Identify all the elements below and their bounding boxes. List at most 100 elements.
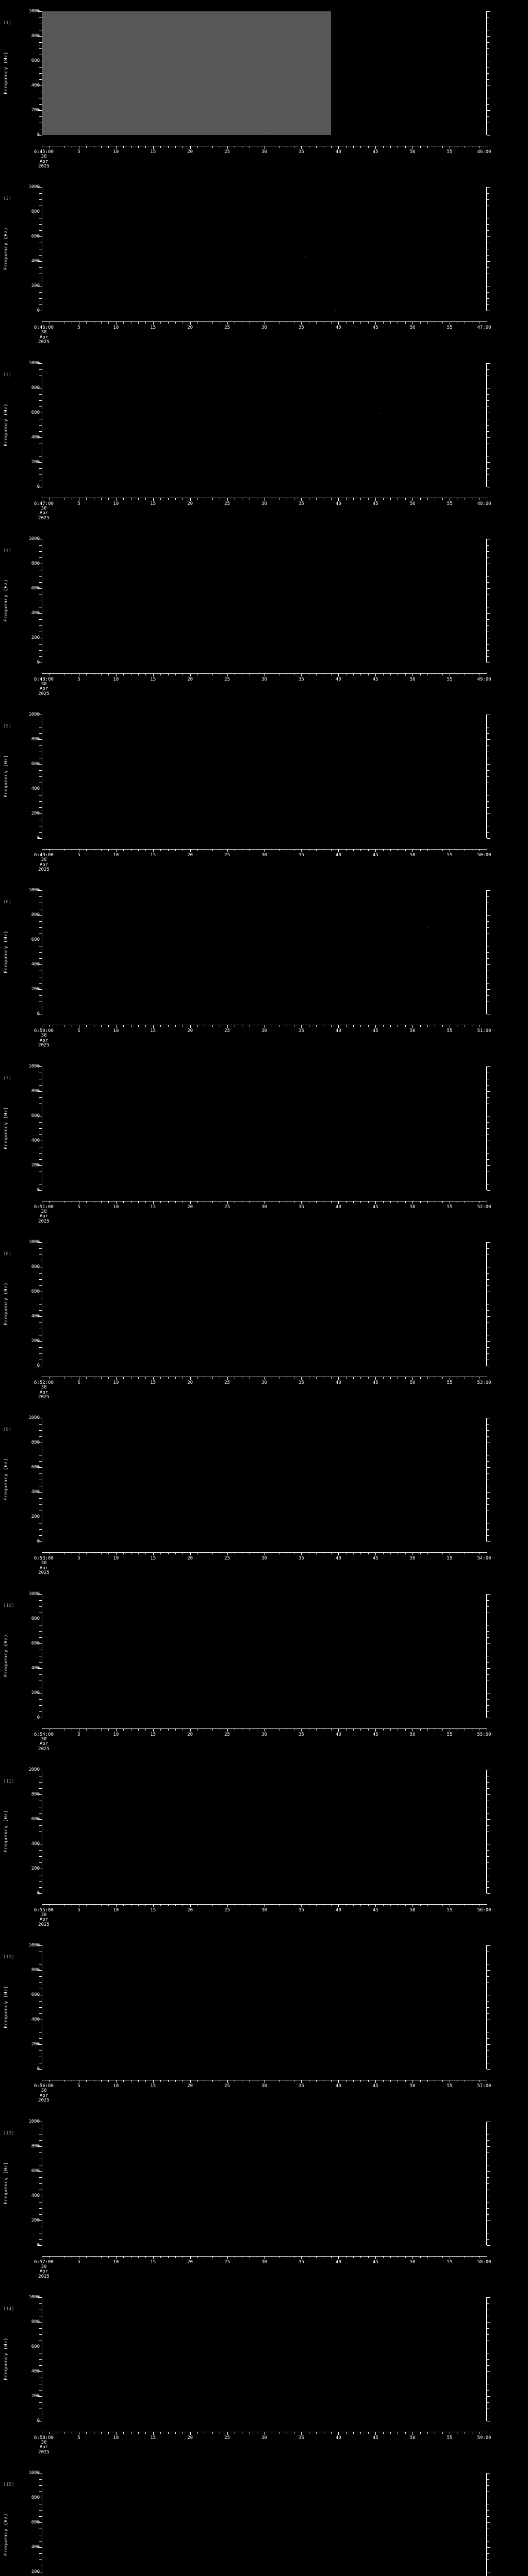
- x-axis-tick-label: 30: [261, 1907, 267, 1913]
- x-axis-minor-tick: [420, 2080, 421, 2082]
- y-axis-tick-label: 600: [31, 1816, 40, 1822]
- y-axis-title: Frequency (Hz): [4, 227, 9, 270]
- plot-area[interactable]: [42, 1769, 487, 1893]
- plot-area[interactable]: [42, 1594, 487, 1718]
- x-axis-major-tick: [227, 1025, 228, 1028]
- x-axis-tick-label: 40: [335, 501, 341, 506]
- y-axis-tick-label: 400: [31, 83, 40, 88]
- y-axis-minor-tick: [487, 1631, 489, 1632]
- y-axis-minor-tick: [487, 2485, 489, 2486]
- x-axis-tick-label: 15: [150, 853, 156, 858]
- y-axis-minor-tick: [487, 807, 489, 808]
- plot-area[interactable]: [42, 2121, 487, 2245]
- x-axis-minor-tick: [108, 1201, 109, 1203]
- y-axis-tick-label: 600: [31, 2168, 40, 2174]
- spectrogram-panel: (10) Frequency (Hz) 0 200 400 600 800 1000 6:54:…: [0, 1583, 528, 1758]
- y-axis-major-tick: [38, 613, 42, 614]
- x-axis-minor-tick: [197, 146, 199, 148]
- plot-area[interactable]: [42, 363, 487, 487]
- y-axis-minor-tick: [487, 2214, 489, 2215]
- y-axis-minor-tick: [39, 304, 42, 306]
- plot-area[interactable]: [42, 2297, 487, 2421]
- y-axis-tick-label: 1000: [28, 2470, 40, 2476]
- plot-area[interactable]: [42, 890, 487, 1014]
- y-axis-minor-tick: [487, 995, 489, 996]
- y-axis-minor-tick: [39, 776, 42, 777]
- x-axis-date-line: Apr: [39, 159, 48, 164]
- x-axis-tick-label: 30: [261, 1732, 267, 1737]
- x-axis-major-tick: [338, 1904, 339, 1907]
- y-axis-minor-tick: [487, 1498, 489, 1499]
- x-axis-start-label: 6:58:00: [34, 2435, 54, 2441]
- y-axis-major-tick: [487, 1316, 490, 1317]
- y-axis-minor-tick: [487, 776, 489, 777]
- plot-area[interactable]: [42, 2473, 487, 2576]
- x-axis-tick-label: 25: [224, 325, 230, 331]
- x-axis-tick-label: 10: [113, 1732, 119, 1737]
- x-axis-tick-label: 30: [261, 1028, 267, 1034]
- plot-area[interactable]: [42, 1066, 487, 1190]
- x-axis-major-tick: [301, 2432, 302, 2435]
- x-axis-major-tick: [227, 1904, 228, 1907]
- x-axis-tick-label: 30: [261, 2259, 267, 2265]
- x-axis-minor-tick: [145, 1904, 146, 1906]
- x-axis-minor-tick: [123, 1904, 124, 1906]
- y-axis-minor-tick: [39, 995, 42, 996]
- x-axis-tick-label: 25: [224, 1028, 230, 1034]
- plot-area[interactable]: [42, 187, 487, 312]
- x-axis-tick-label: 20: [187, 325, 193, 331]
- x-axis-major-tick: [375, 1377, 376, 1380]
- x-axis-minor-tick: [175, 850, 176, 852]
- x-axis-minor-tick: [390, 322, 391, 324]
- plot-area[interactable]: [42, 538, 487, 663]
- x-axis-major-tick: [190, 2080, 191, 2083]
- x-axis-tick-label: 45: [372, 1907, 378, 1913]
- y-axis-minor-tick: [487, 1128, 489, 1129]
- y-axis-tick-label: 600: [31, 1289, 40, 1295]
- x-axis-minor-tick: [101, 1025, 102, 1027]
- x-axis-tick-label: 55: [447, 1907, 453, 1913]
- y-axis-minor-tick: [39, 1285, 42, 1286]
- y-axis-tick-label: 200: [31, 987, 40, 992]
- x-axis-major-tick: [227, 1553, 228, 1556]
- y-axis-minor-tick: [487, 983, 489, 984]
- x-axis-minor-tick: [175, 1728, 176, 1731]
- x-axis-tick-label: 15: [150, 1028, 156, 1034]
- x-axis-start-label: 6:47:00: [34, 501, 54, 506]
- x-axis-major-tick: [153, 498, 154, 501]
- y-axis-tick-label: 400: [31, 2368, 40, 2374]
- x-axis-minor-tick: [197, 2432, 199, 2434]
- x-axis-date-line: 2025: [38, 1922, 50, 1927]
- x-axis-minor-tick: [390, 1025, 391, 1027]
- y-axis-tick-label: 800: [31, 2319, 40, 2325]
- x-axis-date-line: 30: [41, 330, 47, 335]
- x-axis-minor-tick: [145, 2080, 146, 2082]
- y-axis-title: Frequency (Hz): [4, 755, 9, 798]
- x-axis-major-tick: [227, 1377, 228, 1380]
- y-axis-minor-tick: [487, 1347, 489, 1348]
- x-axis-minor-tick: [316, 1201, 317, 1203]
- y-axis-tick-label: 800: [31, 1791, 40, 1797]
- x-axis-minor-tick: [160, 1904, 161, 1906]
- x-axis-minor-tick: [101, 1201, 102, 1203]
- x-axis-minor-tick: [427, 322, 428, 324]
- y-axis-major-tick: [487, 739, 490, 740]
- x-axis-minor-tick: [405, 1377, 406, 1379]
- x-axis-start-label: 6:55:00: [34, 1907, 54, 1913]
- x-axis-major-tick: [116, 498, 117, 501]
- x-axis-minor-tick: [123, 2080, 124, 2082]
- y-axis-major-tick: [487, 2547, 490, 2548]
- data-speck: [427, 927, 428, 929]
- plot-area[interactable]: [42, 715, 487, 839]
- y-axis-major-tick: [38, 1165, 42, 1166]
- x-axis-tick-label: 55: [447, 2259, 453, 2265]
- x-axis-major-tick: [116, 2432, 117, 2435]
- x-axis: [42, 671, 487, 676]
- y-axis-minor-tick: [39, 1436, 42, 1437]
- plot-area[interactable]: [42, 1945, 487, 2070]
- plot-area[interactable]: [42, 1242, 487, 1366]
- x-axis-minor-tick: [197, 1553, 199, 1555]
- x-axis-date-line: Apr: [39, 1917, 48, 1923]
- plot-area[interactable]: [42, 11, 487, 135]
- plot-area[interactable]: [42, 1418, 487, 1542]
